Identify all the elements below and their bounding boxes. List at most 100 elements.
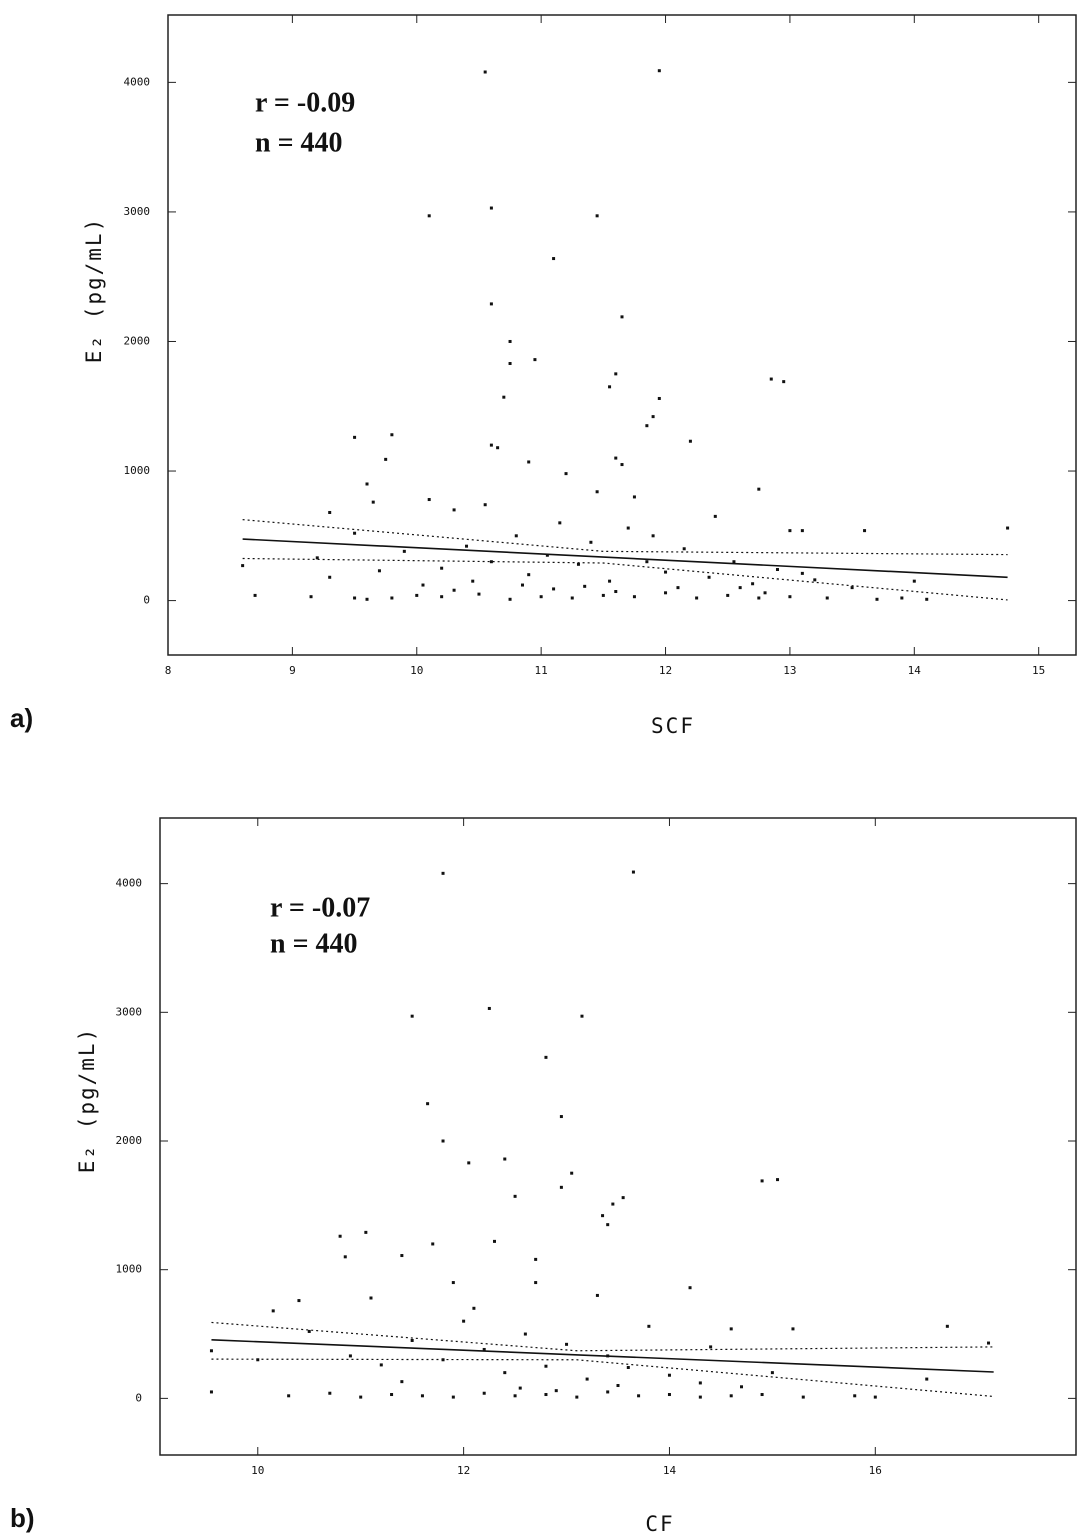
- data-point: [585, 1377, 589, 1381]
- data-point: [647, 1324, 651, 1328]
- data-point: [800, 529, 804, 533]
- data-point: [801, 1395, 805, 1399]
- data-point: [365, 597, 369, 601]
- data-point: [315, 556, 319, 560]
- data-point: [554, 1389, 558, 1393]
- data-point: [925, 597, 929, 601]
- data-point: [402, 549, 406, 553]
- data-point: [503, 1157, 507, 1161]
- annotation: n = 440: [255, 127, 343, 158]
- data-point: [632, 595, 636, 599]
- data-point: [520, 583, 524, 587]
- data-point: [782, 380, 786, 384]
- data-point: [377, 569, 381, 573]
- data-point: [328, 510, 332, 514]
- data-point: [757, 596, 761, 600]
- data-point: [800, 571, 804, 575]
- data-point: [632, 495, 636, 499]
- data-point: [523, 1332, 527, 1336]
- confidence-band: [211, 1321, 994, 1352]
- data-point: [616, 1384, 620, 1388]
- data-point: [850, 586, 854, 590]
- x-tick-label: 13: [783, 664, 796, 677]
- data-point: [667, 1373, 671, 1377]
- data-point: [369, 1296, 373, 1300]
- data-point: [912, 579, 916, 583]
- y-tick-label: 0: [143, 594, 150, 607]
- data-point: [620, 315, 624, 319]
- x-tick-label: 11: [535, 664, 548, 677]
- data-point: [688, 439, 692, 443]
- data-point: [873, 1395, 877, 1399]
- data-point: [875, 597, 879, 601]
- data-point: [698, 1395, 702, 1399]
- data-point: [496, 446, 500, 450]
- data-point: [688, 1286, 692, 1290]
- data-point: [503, 1371, 507, 1375]
- data-point: [287, 1394, 291, 1398]
- annotation: r = -0.07: [270, 892, 370, 923]
- data-point: [637, 1394, 641, 1398]
- data-point: [271, 1309, 275, 1313]
- y-axis-label: E₂ (pg/mL): [75, 1027, 99, 1173]
- data-point: [738, 586, 742, 590]
- x-tick-label: 10: [410, 664, 423, 677]
- data-point: [209, 1390, 213, 1394]
- data-point: [353, 435, 357, 439]
- data-point: [371, 500, 375, 504]
- data-point: [502, 395, 506, 399]
- data-point: [559, 1185, 563, 1189]
- data-point: [900, 596, 904, 600]
- data-point: [427, 214, 431, 218]
- data-point: [606, 1223, 610, 1227]
- data-point: [757, 487, 761, 491]
- data-point: [410, 1338, 414, 1342]
- data-point: [614, 456, 618, 460]
- data-point: [379, 1363, 383, 1367]
- data-point: [552, 587, 556, 591]
- data-point: [552, 257, 556, 261]
- data-point: [297, 1299, 301, 1303]
- data-point: [513, 1194, 517, 1198]
- data-point: [769, 377, 773, 381]
- data-point: [513, 1394, 517, 1398]
- data-point: [760, 1393, 764, 1397]
- data-point: [471, 579, 475, 583]
- data-point: [631, 870, 635, 874]
- data-point: [760, 1179, 764, 1183]
- y-tick-label: 1000: [116, 1263, 143, 1276]
- plot: 10 12 14 16 0 1000 2000 3000 4000 r = -0.07 n = 44…: [10, 817, 1077, 1536]
- data-point: [527, 573, 531, 577]
- data-point: [309, 595, 313, 599]
- data-point: [415, 593, 419, 597]
- data-point: [608, 579, 612, 583]
- data-point: [601, 1214, 605, 1218]
- y-tick-label: 2000: [124, 334, 151, 347]
- data-point: [545, 553, 549, 557]
- regression-line: [211, 1339, 994, 1373]
- data-point: [353, 596, 357, 600]
- data-point: [440, 566, 444, 570]
- data-point: [328, 575, 332, 579]
- data-point: [657, 396, 661, 400]
- data-point: [477, 592, 481, 596]
- data-point: [462, 1319, 466, 1323]
- y-tick-label: 3000: [116, 1005, 143, 1018]
- x-tick-label: 14: [663, 1464, 677, 1477]
- data-point: [565, 1342, 569, 1346]
- data-point: [595, 214, 599, 218]
- data-point: [440, 595, 444, 599]
- data-point: [664, 570, 668, 574]
- data-point: [651, 415, 655, 419]
- data-point: [763, 591, 767, 595]
- data-point: [564, 472, 568, 476]
- y-tick-label: 4000: [124, 75, 151, 88]
- panel-label: a): [10, 703, 33, 733]
- data-point: [420, 1394, 424, 1398]
- data-point: [709, 1345, 713, 1349]
- data-point: [595, 490, 599, 494]
- data-point: [751, 582, 755, 586]
- data-point: [776, 1178, 780, 1182]
- data-point: [788, 529, 792, 533]
- data-point: [534, 1257, 538, 1261]
